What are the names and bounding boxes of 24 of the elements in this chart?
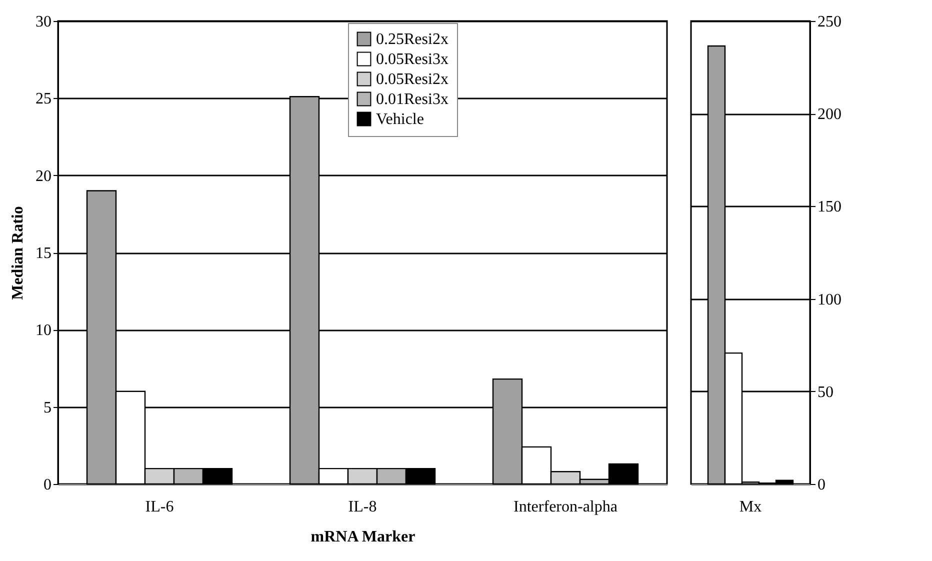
y-tick-label: 5 (44, 399, 52, 416)
y-tick-label: 15 (36, 245, 52, 262)
y2-tick-label: 0 (818, 476, 826, 494)
y2-tick-label: 250 (818, 14, 842, 30)
y-tick-label: 0 (44, 476, 52, 494)
legend-label: 0.01Resi3x (376, 91, 448, 108)
y-tick-label: 20 (36, 168, 52, 185)
y2-tick-label: 150 (818, 198, 842, 216)
x-axis-title: mRNA Marker (310, 528, 416, 546)
y-tick-label: 10 (36, 322, 52, 340)
y2-tick-label: 50 (818, 384, 834, 401)
x-tick-label: IL-8 (348, 498, 377, 516)
y-tick-label: 25 (36, 90, 52, 108)
x-tick-label: IL-6 (145, 498, 174, 516)
y2-tick-label: 200 (818, 106, 842, 124)
y2-tick-label: 100 (818, 291, 842, 308)
y-tick-label: 30 (36, 14, 52, 30)
legend-label: 0.05Resi3x (376, 51, 448, 68)
legend-label: Vehicle (376, 111, 424, 128)
legend-label: 0.05Resi2x (376, 71, 448, 88)
legend-label: 0.25Resi2x (376, 31, 448, 48)
x-tick-label: Interferon-alpha (514, 498, 618, 516)
x-tick-label: Mx (739, 498, 762, 516)
y-axis-title: Median Ratio (10, 206, 26, 300)
